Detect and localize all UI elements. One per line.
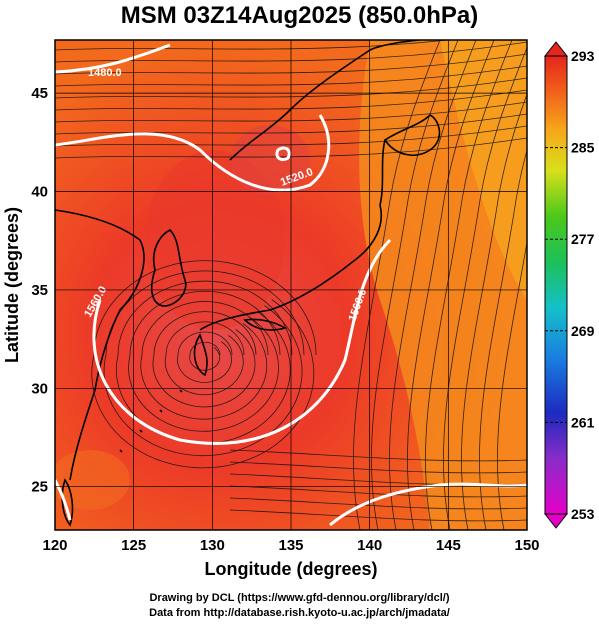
x-tick-label: 140: [357, 537, 382, 554]
plot-frame: [54, 39, 528, 531]
streamline: [55, 40, 453, 51]
colorbar-tick-label: 269: [571, 323, 595, 339]
streamline: [55, 125, 527, 147]
colorbar-top-arrow: [543, 41, 569, 57]
temperature-field: [55, 40, 527, 530]
streamline: [189, 341, 221, 371]
streamline: [115, 280, 293, 444]
coastlines: [55, 40, 441, 527]
streamline: [229, 461, 527, 474]
contour-label: 1480.0: [88, 67, 122, 79]
streamline: [55, 41, 527, 63]
streamline: [229, 497, 527, 510]
streamline: [177, 331, 233, 383]
x-tick-label: 130: [200, 537, 225, 554]
wind-streamlines: [55, 40, 527, 530]
streamline: [55, 137, 527, 159]
streamline: [164, 321, 245, 396]
streamline: [229, 449, 527, 462]
streamline: [128, 290, 281, 432]
x-tick-label: 145: [436, 537, 461, 554]
streamline: [55, 113, 527, 135]
streamline: [407, 40, 495, 530]
streamline: [425, 40, 513, 530]
streamline: [55, 77, 527, 99]
streamline: [229, 485, 527, 498]
streamline: [140, 301, 269, 420]
streamline: [55, 89, 527, 111]
streamline: [91, 260, 317, 469]
credit-data: Data from http://database.rish.kyoto-u.a…: [149, 607, 450, 619]
streamline: [443, 46, 527, 530]
chart-title: MSM 03Z14Aug2025 (850.0hPa): [120, 2, 479, 29]
y-tick-label: 30: [31, 380, 48, 397]
x-tick-label: 150: [514, 537, 539, 554]
colorbar-tick-label: 277: [571, 231, 595, 247]
streamline: [353, 40, 441, 530]
colorbar-tick-label: 253: [571, 506, 595, 522]
y-tick-label: 40: [31, 184, 48, 201]
y-tick-label: 35: [31, 282, 48, 299]
streamline: [55, 101, 527, 123]
y-axis-title: Latitude (degrees): [2, 207, 22, 363]
credit-drawing: Drawing by DCL (https://www.gfd-dennou.o…: [149, 592, 450, 604]
streamline: [461, 92, 527, 530]
streamline: [103, 270, 305, 457]
colorbar-tick-label: 261: [571, 414, 595, 430]
streamline: [497, 240, 527, 530]
y-tick-label: 25: [31, 479, 48, 496]
streamline: [479, 148, 527, 530]
streamline: [152, 311, 257, 408]
y-tick-labels: 25 30 35 40 45: [31, 85, 48, 496]
x-tick-label: 125: [121, 537, 146, 554]
streamline: [229, 509, 527, 522]
colorbar: 293 285 277 269 261 253: [543, 41, 595, 529]
x-tick-label: 135: [278, 537, 303, 554]
y-tick-label: 45: [31, 85, 48, 102]
streamline: [389, 40, 477, 530]
streamline: [55, 65, 527, 87]
x-axis-title: Longitude (degrees): [204, 559, 377, 579]
colorbar-bottom-arrow: [543, 513, 569, 529]
colorbar-tick-label: 285: [571, 140, 595, 156]
x-tick-labels: 120 125 130 135 140 145 150: [42, 537, 539, 554]
streamline: [371, 40, 459, 530]
streamline: [55, 53, 527, 75]
height-contours: [55, 43, 527, 527]
x-tick-label: 120: [42, 537, 67, 554]
colorbar-body: [544, 55, 568, 515]
colorbar-tick-label: 293: [571, 48, 595, 64]
